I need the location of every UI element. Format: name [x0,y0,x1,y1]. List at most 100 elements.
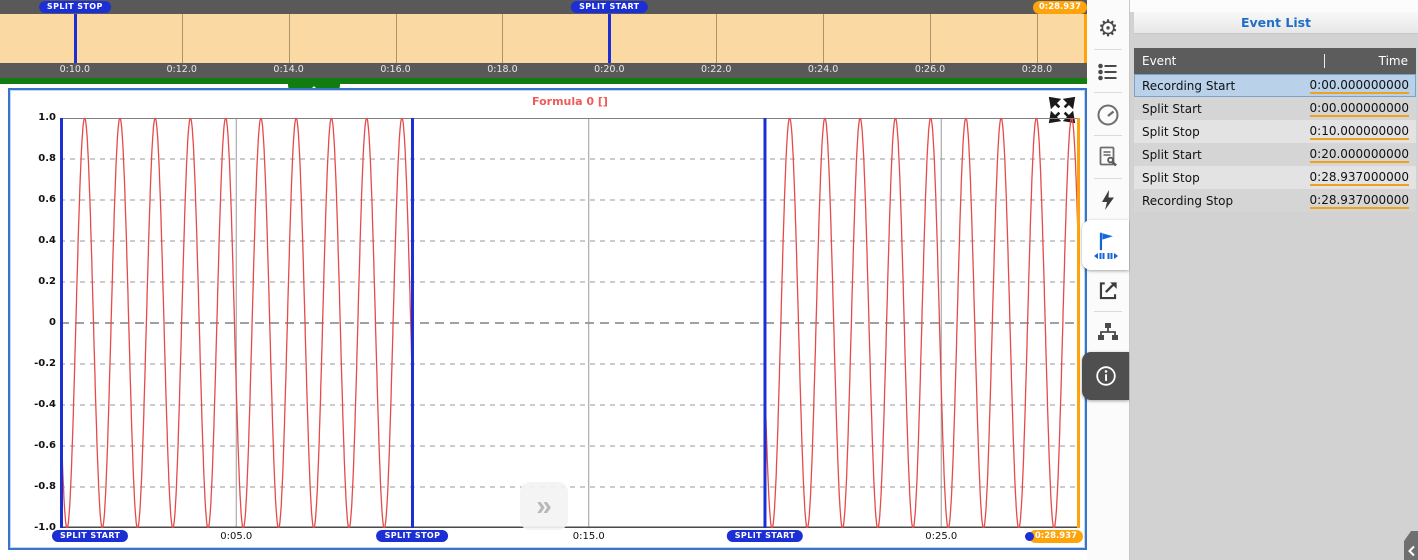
event-name: Split Start [1142,101,1202,116]
lightning-icon [1102,190,1114,210]
event-list-title: Event List [1134,12,1418,34]
event-time: 0:28.937000000 [1309,192,1416,209]
skip-forward-button[interactable]: » [520,482,568,530]
list-icon [1098,63,1117,81]
event-table-header[interactable]: Event Time [1134,48,1416,74]
event-row[interactable]: Split Start 0:00.000000000 [1134,97,1416,120]
y-axis-label: 0.4 [38,234,56,246]
timeline-tick-label: 0:16.0 [380,64,411,75]
event-row[interactable]: Recording Stop 0:28.937000000 [1134,189,1416,212]
column-divider[interactable] [1324,54,1325,68]
timeline-tick [288,14,290,63]
event-row[interactable]: Split Stop 0:10.000000000 [1134,120,1416,143]
x-axis-label: 0:05.0 [220,531,253,542]
tab-info[interactable] [1082,352,1129,400]
y-axis-label: 1.0 [38,111,56,123]
y-axis-label: -0.8 [34,480,56,492]
signal-plot-area[interactable] [60,118,1080,528]
event-time-value[interactable]: 0:10.000000000 [1309,123,1409,140]
toolbar-divider [1094,311,1122,312]
event-row[interactable]: Split Start 0:20.000000000 [1134,143,1416,166]
y-axis-label: -0.4 [34,398,56,410]
x-axis-label: 0:15.0 [572,531,605,542]
timeline-tick-label: 0:28.0 [1021,64,1053,75]
timeline-marker-strip: SPLIT STOP SPLIT START 0:28.937 [0,0,1087,14]
setup-button[interactable] [1087,142,1129,172]
toolbar-divider [1094,135,1122,136]
toolbar-divider [1094,49,1122,50]
x-axis-label: 0:25.0 [925,531,958,542]
timeline-tick-label: 0:22.0 [701,64,732,75]
y-axis-label: 0.6 [38,193,56,205]
timeline-label-strip: 0:10.0 0:12.0 0:14.0 0:16.0 0:18.0 0:20.0 0:22… [0,63,1087,78]
event-row[interactable]: Recording Start 0:00.000000000 [1134,74,1416,97]
timeline-split-stop-badge[interactable]: SPLIT STOP [38,1,111,13]
y-axis-label: 0.2 [38,275,56,287]
timeline-band[interactable] [0,14,1087,63]
timeline-tick-label: 0:10.0 [59,64,91,75]
event-time: 0:20.000000000 [1309,146,1416,163]
chart-title: Formula 0 [] [532,95,608,108]
event-time: 0:28.937000000 [1309,169,1416,186]
timeline-tick [823,14,825,63]
event-time: 0:00.000000000 [1309,77,1416,94]
y-axis-label: -0.2 [34,357,56,369]
document-wrench-icon [1099,146,1117,167]
timeline-tick-label: 0:24.0 [807,64,839,75]
event-name: Split Stop [1142,170,1200,185]
channel-list-button[interactable] [1087,57,1129,87]
tab-review-active[interactable] [1082,220,1129,270]
event-time-value[interactable]: 0:00.000000000 [1309,100,1409,117]
column-header-time: Time [1378,54,1408,68]
timeline-progress-bar [0,78,1087,84]
event-list-panel: Event List Event Time Recording Start 0:0… [1130,0,1418,560]
event-name: Split Start [1142,147,1202,162]
panel-top-strip [1130,0,1418,12]
timeline-tick [181,14,183,63]
timeline-tick [1036,14,1038,63]
sitemap-icon [1098,323,1118,340]
timeline-split-start-line [608,14,612,63]
event-time-value[interactable]: 0:20.000000000 [1309,146,1409,163]
flag-icon [1099,232,1113,251]
column-header-event: Event [1142,54,1177,68]
event-time: 0:10.000000000 [1309,123,1416,140]
event-row[interactable]: Split Stop 0:28.937000000 [1134,166,1416,189]
chart-split-stop-badge[interactable]: SPLIT STOP [376,530,449,542]
event-time: 0:00.000000000 [1309,100,1416,117]
timeline-split-stop-line [73,14,77,63]
event-name: Recording Stop [1142,193,1234,208]
event-time-value[interactable]: 0:28.937000000 [1309,169,1409,186]
timeline-tick [502,14,504,63]
chart-end-badge[interactable]: 0:28.937 [1024,530,1083,543]
settings-button[interactable]: ⚙ [1087,13,1129,43]
timeline-tick-label: 0:14.0 [273,64,304,75]
y-axis-label: -1.0 [34,521,56,533]
timeline-end-line [1084,14,1087,63]
timeline-tick-label: 0:26.0 [914,64,946,75]
gear-icon: ⚙ [1097,14,1119,41]
speedometer-icon [1097,104,1119,126]
chevron-left-icon [1407,545,1415,557]
timeline-end-badge[interactable]: 0:28.937 [1028,1,1087,14]
timeline-tick-label: 0:20.0 [594,64,625,75]
chart-split-start-badge[interactable]: SPLIT START [52,530,129,542]
event-name: Split Stop [1142,124,1200,139]
timeline-split-start-badge[interactable]: SPLIT START [571,1,648,13]
timeline-tick [716,14,718,63]
event-table-body: Recording Start 0:00.000000000 Split Start… [1134,74,1416,212]
timeline-tick [395,14,397,63]
y-axis-label: -0.6 [34,439,56,451]
export-button[interactable] [1087,276,1129,306]
timeline-tick [930,14,932,63]
panel-collapse-handle[interactable] [1404,531,1418,560]
step-playback-icons [1093,253,1118,259]
event-time-value[interactable]: 0:00.000000000 [1309,77,1409,94]
event-time-value[interactable]: 0:28.937000000 [1309,192,1409,209]
chart-split-start-badge[interactable]: SPLIT START [726,530,804,542]
y-axis-label: 0 [49,316,56,328]
measure-mode-button[interactable] [1087,100,1129,130]
network-button[interactable] [1087,317,1129,347]
share-export-icon [1099,282,1117,300]
acquisition-button[interactable] [1087,185,1129,215]
